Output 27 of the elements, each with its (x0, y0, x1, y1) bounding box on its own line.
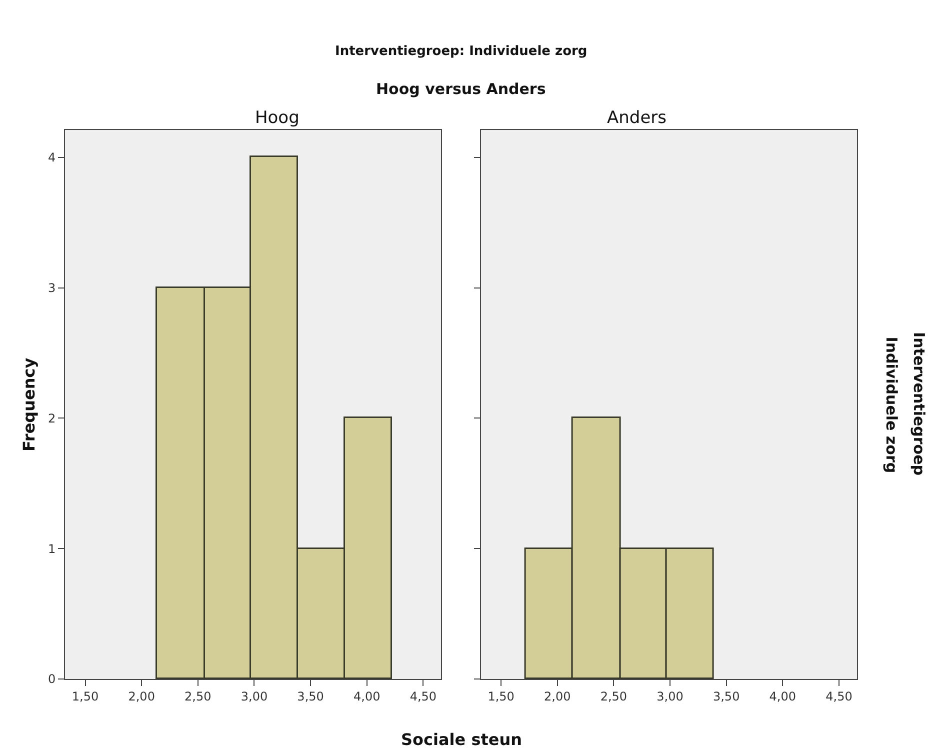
x-tick-label: 2,50 (600, 689, 628, 704)
y-tick-label: 3 (48, 280, 56, 295)
y-tick-label: 4 (48, 150, 56, 165)
x-tick-label: 3,50 (712, 689, 740, 704)
y-tick-label: 2 (48, 411, 56, 426)
x-tick-label: 3,00 (656, 689, 684, 704)
text: Hoog (255, 108, 300, 128)
y-tick-label: 1 (48, 542, 56, 556)
x-tick-label: 4,50 (410, 689, 437, 704)
x-tick-label: 3,50 (297, 689, 324, 704)
x-tick-label: 2,00 (128, 689, 155, 704)
y-axis-title: Frequency (19, 357, 38, 452)
x-tick-label: 1,50 (72, 689, 99, 704)
text: Interventiegroep (910, 332, 928, 476)
x-tick-label: 2,00 (544, 689, 571, 704)
x-tick-label: 3,00 (240, 689, 268, 704)
x-tick-label: 4,50 (826, 689, 852, 704)
x-tick-label: 4,00 (769, 689, 796, 704)
chart-title: Interventiegroep: Individuele zorg (335, 44, 588, 59)
x-tick-label: 4,00 (354, 689, 380, 704)
y-tick-label: 0 (48, 672, 56, 686)
chart-subtitle: Hoog versus Anders (376, 80, 546, 98)
text: Individuele zorg (882, 336, 900, 474)
x-axis-title: Sociale steun (401, 730, 522, 749)
x-tick-label: 1,50 (488, 689, 514, 704)
text: Anders (607, 108, 667, 128)
x-tick-label: 2,50 (184, 689, 212, 704)
